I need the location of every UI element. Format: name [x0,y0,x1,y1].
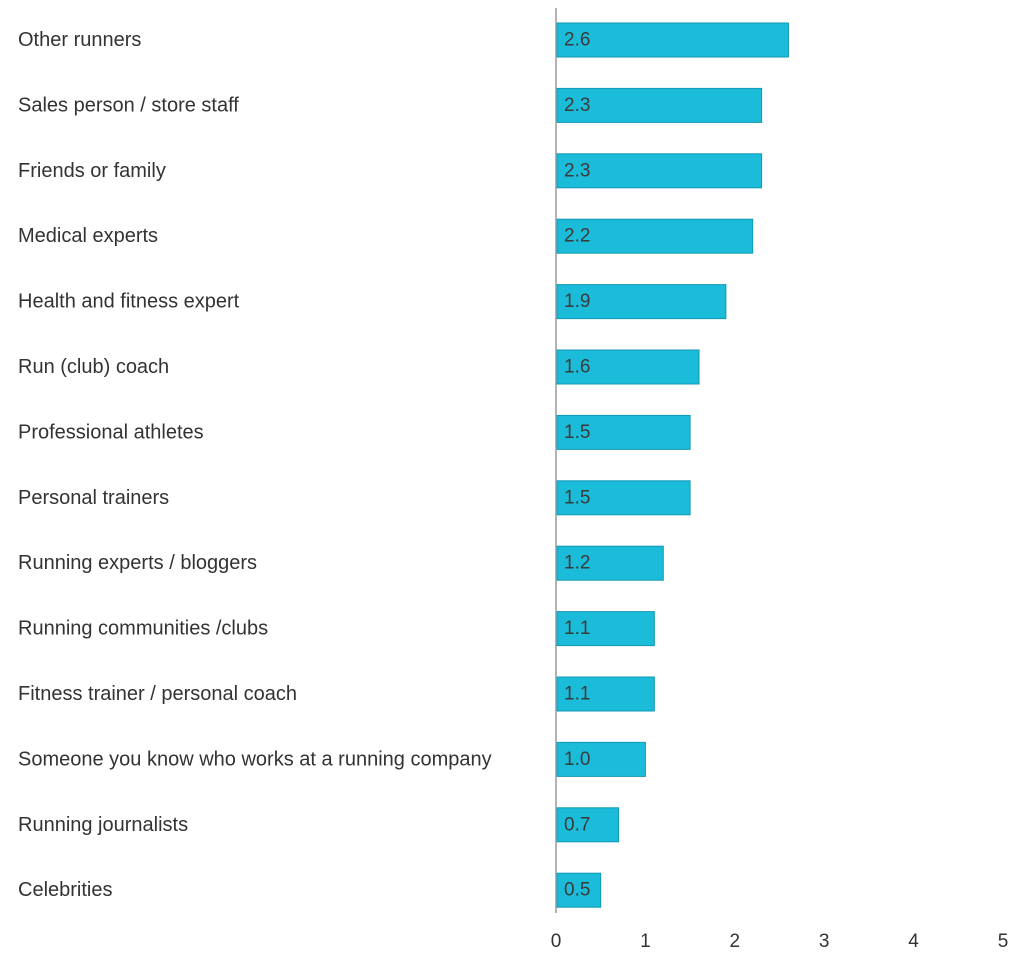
category-label: Run (club) coach [18,356,169,378]
category-label: Medical experts [18,225,158,247]
category-label: Personal trainers [18,487,169,509]
bar [556,676,655,712]
category-label: Friends or family [18,160,166,182]
x-tick-label: 4 [908,931,919,952]
category-label: Celebrities [18,879,112,901]
value-label: 1.5 [564,487,590,508]
bar [556,807,620,843]
value-label: 2.3 [564,160,590,181]
value-label: 1.1 [564,684,590,705]
bar [556,480,691,516]
bar [556,414,691,450]
value-label: 1.9 [564,291,590,312]
category-label: Running communities /clubs [18,618,268,640]
category-label: Running journalists [18,814,188,836]
value-label: 1.2 [564,553,590,574]
value-label: 1.5 [564,422,590,443]
category-label: Someone you know who works at a running … [18,748,492,770]
category-label: Running experts / bloggers [18,552,257,574]
bar [556,153,763,189]
bar [556,741,646,777]
value-label: 0.7 [564,814,590,835]
category-label: Fitness trainer / personal coach [18,683,297,705]
value-label: 1.1 [564,618,590,639]
bar [556,87,763,123]
x-tick-label: 3 [819,931,830,952]
bar [556,611,655,647]
x-tick-label: 0 [551,931,562,952]
x-axis-tick-labels: 0 1 2 3 4 5 [551,931,1009,952]
x-tick-label: 5 [998,931,1009,952]
category-labels: Other runners Sales person / store staff F… [18,29,492,901]
category-label: Other runners [18,29,141,51]
x-tick-label: 2 [730,931,741,952]
bar [556,284,727,320]
bar [556,545,664,581]
value-label: 1.6 [564,357,590,378]
bar [556,22,789,58]
value-label: 1.0 [564,749,590,770]
category-label: Professional athletes [18,421,204,443]
bar [556,349,700,385]
value-label: 2.3 [564,95,590,116]
value-label: 0.5 [564,880,590,901]
value-labels: 2.6 2.3 2.3 2.2 1.9 1.6 1.5 1.5 1.2 1.1 1.1 1.0 0.7 0… [564,30,590,901]
x-tick-label: 1 [640,931,651,952]
value-label: 2.2 [564,226,590,247]
bar [556,872,602,908]
value-label: 2.6 [564,30,590,51]
category-label: Health and fitness expert [18,291,240,313]
category-label: Sales person / store staff [18,94,239,116]
bar [556,218,754,254]
bars-layer [556,22,789,908]
